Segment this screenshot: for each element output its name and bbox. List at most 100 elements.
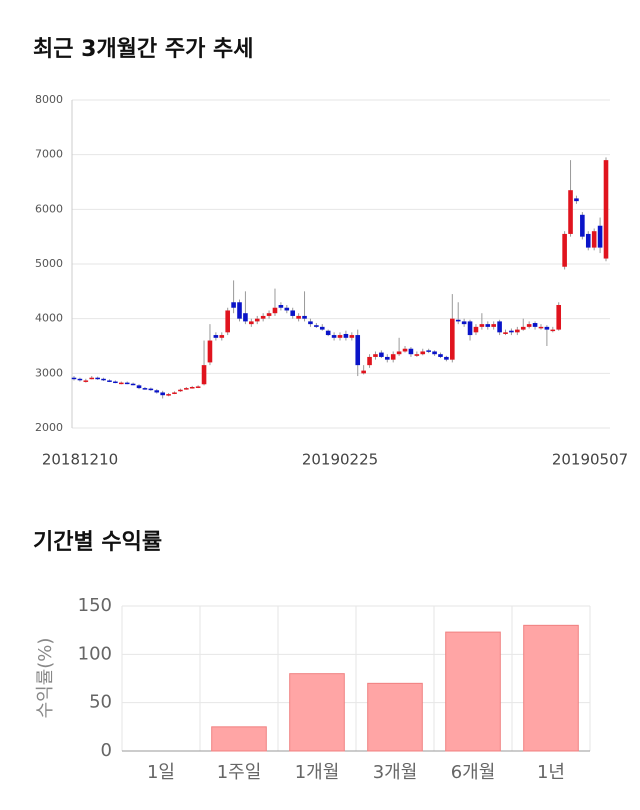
candle-body bbox=[426, 350, 431, 352]
candle-body bbox=[266, 313, 272, 316]
y-tick-label: 50 bbox=[89, 692, 112, 713]
candle-body bbox=[160, 392, 165, 396]
candle-body bbox=[272, 307, 278, 314]
candle-body bbox=[237, 302, 242, 319]
chart-title: 기간별 수익률 bbox=[33, 530, 162, 555]
candle-body bbox=[231, 302, 236, 308]
chart-title: 최근 3개월간 주가 추세 bbox=[33, 37, 253, 62]
candle-body bbox=[225, 310, 230, 333]
candle-body bbox=[314, 325, 319, 327]
candle-body bbox=[154, 390, 160, 393]
candle-body bbox=[71, 377, 77, 380]
candle-body bbox=[249, 321, 254, 325]
candle-body bbox=[284, 307, 290, 311]
x-tick-label: 1개월 bbox=[295, 762, 340, 783]
y-tick-label: 4000 bbox=[35, 312, 63, 325]
candle-body bbox=[509, 330, 514, 333]
candle-body bbox=[491, 324, 496, 327]
candle-body bbox=[254, 318, 260, 322]
candle-body bbox=[450, 318, 455, 360]
x-tick-label: 1년 bbox=[537, 762, 565, 783]
candle-body bbox=[467, 321, 473, 336]
candle-body bbox=[485, 324, 491, 327]
y-tick-label: 7000 bbox=[35, 148, 63, 161]
candle-body bbox=[118, 382, 124, 385]
candle-body bbox=[538, 326, 544, 329]
candle-body bbox=[349, 335, 355, 338]
candle-body bbox=[585, 233, 591, 248]
candle-body bbox=[296, 315, 301, 319]
y-tick-label: 8000 bbox=[35, 93, 63, 106]
candle-body bbox=[408, 348, 414, 355]
candle-body bbox=[402, 348, 408, 352]
candle-body bbox=[77, 378, 83, 381]
candle-body bbox=[278, 305, 284, 308]
x-tick-label: 6개월 bbox=[451, 762, 496, 783]
bar bbox=[211, 726, 267, 752]
candle-body bbox=[603, 160, 609, 259]
candle-body bbox=[83, 380, 89, 382]
candle-body bbox=[343, 333, 349, 338]
candle-body bbox=[562, 233, 567, 267]
candle-body bbox=[178, 389, 183, 392]
candle-body bbox=[384, 356, 390, 360]
candle-body bbox=[591, 231, 597, 248]
bar bbox=[367, 682, 423, 752]
x-tick-label: 20181210 bbox=[42, 451, 118, 469]
y-axis-label: 수익률(%) bbox=[35, 638, 56, 719]
candle-body bbox=[201, 365, 207, 385]
y-tick-label: 3000 bbox=[35, 366, 63, 379]
y-tick-label: 150 bbox=[78, 595, 112, 616]
candle-body bbox=[89, 377, 95, 380]
candle-body bbox=[113, 381, 118, 384]
bar bbox=[445, 631, 501, 752]
candle-body bbox=[260, 315, 266, 319]
candle-body bbox=[390, 354, 396, 360]
candle-body bbox=[136, 385, 142, 389]
bar bbox=[289, 673, 345, 752]
candle-body bbox=[325, 330, 331, 336]
candle-body bbox=[189, 387, 195, 389]
candle-body bbox=[556, 305, 562, 330]
bar bbox=[523, 624, 579, 752]
candle-body bbox=[355, 335, 361, 366]
candle-body bbox=[438, 354, 443, 357]
candle-body bbox=[302, 315, 307, 319]
candle-body bbox=[373, 354, 378, 357]
candle-body bbox=[444, 356, 449, 360]
y-tick-label: 100 bbox=[78, 643, 112, 664]
candle-body bbox=[432, 351, 437, 355]
candle-body bbox=[526, 324, 532, 327]
candle-body bbox=[290, 310, 296, 316]
y-tick-label: 5000 bbox=[35, 257, 63, 270]
candle-body bbox=[337, 335, 343, 338]
x-tick-label: 20190225 bbox=[302, 451, 378, 469]
candle-body bbox=[597, 225, 603, 248]
candle-body bbox=[107, 380, 112, 382]
candle-body bbox=[515, 329, 520, 333]
candle-body bbox=[124, 382, 130, 385]
candle-body bbox=[101, 378, 106, 381]
x-tick-label: 1일 bbox=[147, 762, 175, 783]
candle-body bbox=[550, 329, 556, 332]
candle-body bbox=[520, 326, 526, 330]
candle-body bbox=[532, 323, 538, 327]
candle-body bbox=[396, 351, 402, 355]
candle-body bbox=[473, 326, 479, 333]
candle-body bbox=[319, 326, 325, 330]
candle-body bbox=[461, 321, 467, 325]
candle-body bbox=[213, 335, 219, 338]
candle-body bbox=[479, 324, 485, 327]
y-tick-label: 2000 bbox=[35, 421, 63, 434]
candle-body bbox=[219, 335, 225, 338]
candle-body bbox=[544, 326, 550, 330]
candle-body bbox=[331, 335, 337, 338]
x-tick-label: 3개월 bbox=[373, 762, 418, 783]
candle-body bbox=[580, 214, 585, 237]
candle-body bbox=[574, 198, 579, 202]
candle-body bbox=[207, 340, 213, 363]
candle-body bbox=[414, 354, 420, 356]
candle-body bbox=[95, 377, 100, 380]
candle-body bbox=[308, 321, 313, 325]
